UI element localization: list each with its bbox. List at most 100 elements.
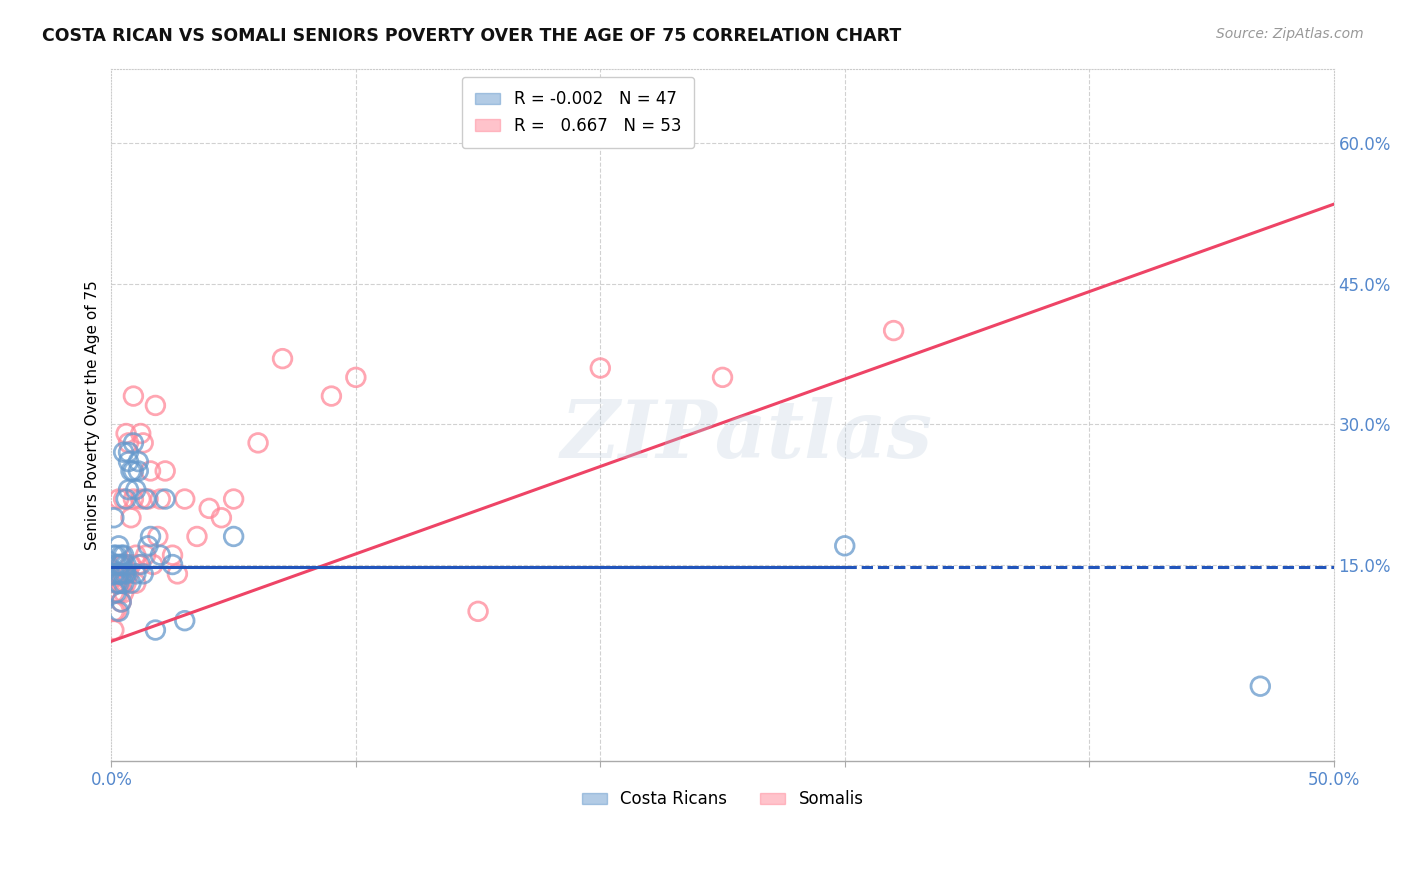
Point <box>127 454 149 468</box>
Point <box>103 623 125 637</box>
Point <box>103 548 125 562</box>
Point <box>146 529 169 543</box>
Point <box>112 576 135 591</box>
Point <box>145 399 167 413</box>
Point <box>117 483 139 497</box>
Point <box>112 558 135 572</box>
Point <box>110 576 132 591</box>
Point <box>112 566 135 581</box>
Point <box>105 566 128 581</box>
Y-axis label: Seniors Poverty Over the Age of 75: Seniors Poverty Over the Age of 75 <box>86 280 100 549</box>
Point <box>105 604 128 618</box>
Point <box>162 558 184 572</box>
Point <box>127 464 149 478</box>
Point <box>222 529 245 543</box>
Point <box>129 426 152 441</box>
Point <box>173 491 195 506</box>
Point <box>103 585 125 599</box>
Point <box>142 558 165 572</box>
Point <box>136 491 159 506</box>
Point <box>125 483 148 497</box>
Point <box>107 604 129 618</box>
Point <box>132 566 155 581</box>
Point <box>120 464 142 478</box>
Point <box>135 548 157 562</box>
Point <box>117 454 139 468</box>
Point <box>115 566 138 581</box>
Point <box>115 576 138 591</box>
Point <box>711 370 734 384</box>
Point <box>149 548 172 562</box>
Point <box>883 324 905 338</box>
Point <box>103 510 125 524</box>
Point <box>110 595 132 609</box>
Point <box>589 361 612 376</box>
Point <box>110 566 132 581</box>
Point <box>105 585 128 599</box>
Point <box>467 604 489 618</box>
Point <box>112 548 135 562</box>
Point <box>122 435 145 450</box>
Text: Source: ZipAtlas.com: Source: ZipAtlas.com <box>1216 27 1364 41</box>
Point <box>344 370 367 384</box>
Point <box>247 435 270 450</box>
Point <box>271 351 294 366</box>
Point <box>112 585 135 599</box>
Point <box>834 539 856 553</box>
Point <box>186 529 208 543</box>
Point <box>120 510 142 524</box>
Point <box>120 558 142 572</box>
Text: COSTA RICAN VS SOMALI SENIORS POVERTY OVER THE AGE OF 75 CORRELATION CHART: COSTA RICAN VS SOMALI SENIORS POVERTY OV… <box>42 27 901 45</box>
Point <box>122 389 145 403</box>
Point <box>105 558 128 572</box>
Point <box>110 548 132 562</box>
Point <box>120 576 142 591</box>
Point <box>107 576 129 591</box>
Point <box>139 529 162 543</box>
Point <box>107 566 129 581</box>
Text: ZIPatlas: ZIPatlas <box>561 397 934 475</box>
Point <box>112 445 135 459</box>
Point <box>105 548 128 562</box>
Point <box>198 501 221 516</box>
Point <box>107 566 129 581</box>
Point <box>110 595 132 609</box>
Point <box>103 604 125 618</box>
Point <box>122 491 145 506</box>
Point <box>107 539 129 553</box>
Point <box>125 576 148 591</box>
Point <box>117 445 139 459</box>
Point <box>209 510 232 524</box>
Point <box>107 491 129 506</box>
Point <box>132 435 155 450</box>
Point <box>125 548 148 562</box>
Point <box>162 548 184 562</box>
Point <box>115 491 138 506</box>
Point <box>117 566 139 581</box>
Point <box>153 491 176 506</box>
Point <box>122 464 145 478</box>
Point <box>149 491 172 506</box>
Legend: Costa Ricans, Somalis: Costa Ricans, Somalis <box>575 784 870 815</box>
Point <box>125 566 148 581</box>
Point <box>135 491 157 506</box>
Point <box>110 558 132 572</box>
Point <box>117 435 139 450</box>
Point <box>115 558 138 572</box>
Point <box>139 464 162 478</box>
Point <box>153 464 176 478</box>
Point <box>105 576 128 591</box>
Point <box>127 558 149 572</box>
Point <box>145 623 167 637</box>
Point <box>107 585 129 599</box>
Point <box>222 491 245 506</box>
Point <box>321 389 343 403</box>
Point <box>105 576 128 591</box>
Point <box>115 426 138 441</box>
Point <box>112 491 135 506</box>
Point <box>103 566 125 581</box>
Point <box>129 491 152 506</box>
Point <box>110 558 132 572</box>
Point <box>129 558 152 572</box>
Point <box>173 614 195 628</box>
